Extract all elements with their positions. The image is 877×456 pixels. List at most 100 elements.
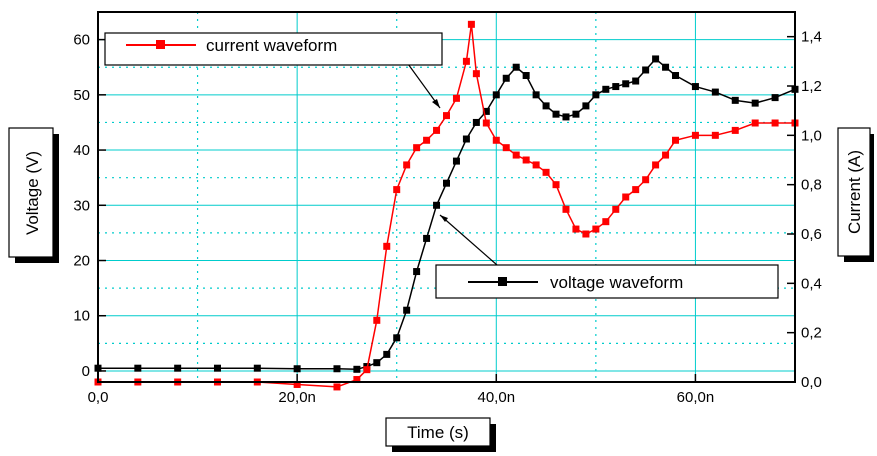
x-tick-label: 20,0n	[278, 389, 316, 406]
current-point	[383, 242, 391, 250]
current-point	[512, 151, 520, 159]
y-left-tick-label: 0	[82, 363, 90, 380]
current-point	[652, 161, 660, 169]
current-point	[403, 161, 411, 169]
y-left-title-frame	[8, 127, 54, 258]
voltage-point	[612, 83, 620, 91]
axis-ticks: 0,0 20,0n 40,0n 60,0n 0 10 20 30 40 50 60 0,0 0,2 0,4…	[73, 29, 822, 406]
current-point	[602, 218, 610, 226]
voltage-point	[632, 77, 640, 85]
y-right-tick-label: 0,4	[801, 275, 822, 292]
x-tick-label: 40,0n	[478, 389, 516, 406]
voltage-point	[403, 306, 411, 314]
voltage-point	[592, 91, 600, 99]
current-point	[542, 168, 550, 176]
current-point	[393, 186, 401, 194]
voltage-point	[472, 118, 480, 126]
voltage-point	[452, 157, 460, 165]
voltage-point	[652, 55, 660, 63]
current-point	[413, 144, 421, 152]
voltage-point	[731, 96, 739, 104]
current-point	[373, 316, 381, 324]
voltage-point	[572, 110, 580, 118]
voltage-point	[582, 102, 590, 110]
current-point	[462, 57, 470, 65]
current-point	[672, 136, 680, 144]
voltage-point	[662, 63, 670, 71]
current-point	[642, 176, 650, 184]
voltage-point	[333, 365, 341, 373]
plot-frame	[97, 11, 796, 383]
voltage-point	[492, 91, 500, 99]
legend-current: current waveform	[104, 32, 443, 66]
current-point	[293, 380, 301, 388]
voltage-point	[462, 135, 470, 143]
legend-voltage: voltage waveform	[435, 264, 779, 299]
voltage-point	[433, 201, 441, 209]
voltage-point	[532, 91, 540, 99]
voltage-point	[542, 102, 550, 110]
voltage-point	[552, 110, 560, 118]
current-point	[662, 151, 670, 159]
voltage-point	[213, 364, 221, 372]
y-right-tick-label: 0,6	[801, 226, 822, 243]
y-right-tick-label: 1,4	[801, 29, 822, 46]
plot-area	[98, 12, 795, 382]
voltage-point	[711, 88, 719, 96]
current-point	[582, 230, 590, 238]
current-point	[363, 366, 371, 374]
voltage-point	[512, 63, 520, 71]
current-point	[731, 126, 739, 134]
voltage-point	[622, 80, 630, 88]
y-left-axis-title: Voltage (V)	[23, 151, 42, 235]
current-point	[433, 126, 441, 134]
voltage-point	[353, 365, 361, 373]
current-point	[612, 205, 620, 213]
y-right-tick-label: 1,2	[801, 78, 822, 95]
y-right-tick-label: 0,0	[801, 374, 822, 391]
voltage-annotation-arrow	[439, 214, 506, 273]
voltage-point	[602, 85, 610, 93]
legend-voltage-label: voltage waveform	[550, 273, 683, 292]
current-point	[751, 119, 759, 127]
current-point	[562, 205, 570, 213]
voltage-point	[522, 72, 530, 80]
voltage-line	[98, 58, 796, 371]
y-left-tick-label: 60	[73, 32, 90, 49]
x-tick-label: 0,0	[88, 389, 109, 406]
current-point	[711, 131, 719, 139]
voltage-point	[771, 94, 779, 102]
voltage-point	[502, 74, 510, 82]
current-point	[467, 20, 475, 28]
current-point	[482, 119, 490, 127]
current-point	[423, 136, 431, 144]
voltage-point	[373, 359, 381, 367]
current-point	[443, 112, 450, 120]
voltage-point	[751, 99, 759, 107]
y-left-tick-label: 50	[73, 87, 90, 104]
current-point	[522, 156, 530, 164]
current-point	[691, 131, 699, 139]
y-left-title-box: Voltage (V)	[8, 127, 59, 263]
voltage-point	[174, 364, 182, 372]
current-point	[333, 383, 341, 391]
current-point	[532, 161, 540, 169]
current-point	[353, 376, 361, 384]
y-right-title-box: Current (A)	[837, 127, 874, 262]
current-point	[632, 186, 640, 194]
voltage-point	[134, 364, 142, 372]
current-point	[472, 70, 480, 78]
current-point	[552, 181, 560, 189]
current-point	[771, 119, 779, 127]
voltage-point	[482, 107, 490, 115]
current-point	[502, 144, 510, 152]
legend-current-label: current waveform	[206, 36, 337, 55]
current-point	[572, 225, 580, 233]
voltage-point	[423, 234, 431, 242]
y-right-tick-label: 0,2	[801, 325, 822, 342]
legend-current-swatch-marker	[156, 40, 165, 49]
y-left-tick-label: 30	[73, 197, 90, 214]
y-right-title-frame	[837, 127, 871, 257]
current-point	[452, 94, 460, 102]
